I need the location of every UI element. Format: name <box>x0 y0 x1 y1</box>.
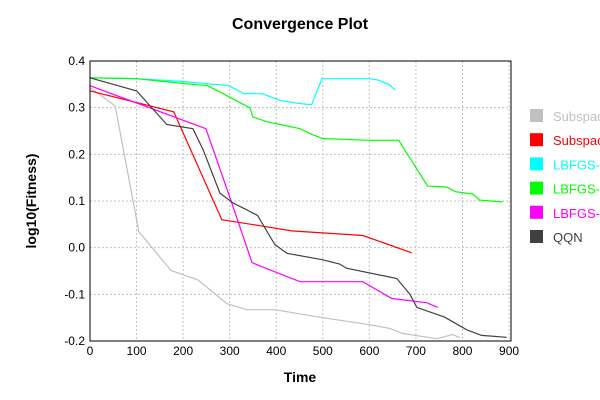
series-line-5 <box>89 77 507 338</box>
grid <box>90 61 511 341</box>
legend-swatch <box>530 133 543 147</box>
y-tick-label: 0.3 <box>68 101 85 115</box>
chart-title: Convergence Plot <box>232 16 369 33</box>
plot-frame <box>89 60 512 342</box>
legend-swatch <box>530 157 543 171</box>
legend: Subspac Subspac LBFGS-0 LBFGS-1 LBFGS-2 QQN <box>530 109 600 245</box>
series-line-0 <box>89 87 460 340</box>
series-line-3 <box>89 77 503 203</box>
x-tick-label: 600 <box>359 344 379 358</box>
series-line-2 <box>89 77 396 106</box>
y-tick-label: 0.1 <box>68 194 85 208</box>
legend-label: Subspac <box>553 109 600 124</box>
ticks: 0 100 200 300 400 500 600 700 800 900 -0.2 -0.1 0.0 0… <box>64 54 519 358</box>
legend-label: Subspac <box>553 133 600 148</box>
y-axis-label: log10(Fitness) <box>23 154 39 249</box>
x-tick-label: 300 <box>220 344 240 358</box>
y-tick-label: 0.2 <box>68 147 85 161</box>
x-tick-label: 0 <box>87 344 94 358</box>
legend-label: LBFGS-2 <box>553 206 600 221</box>
y-tick-label: -0.2 <box>64 334 85 348</box>
legend-label: QQN <box>553 230 583 245</box>
legend-swatch <box>530 109 543 122</box>
y-tick-label: 0.4 <box>68 54 85 68</box>
x-tick-label: 900 <box>499 344 519 358</box>
series-lines <box>89 77 507 340</box>
x-tick-label: 200 <box>173 344 193 358</box>
x-axis-label: Time <box>284 369 317 385</box>
series-line-4 <box>89 85 439 308</box>
series-line-1 <box>89 90 412 254</box>
x-tick-label: 400 <box>266 344 286 358</box>
y-tick-label: -0.1 <box>64 287 85 301</box>
x-tick-label: 800 <box>452 344 472 358</box>
legend-swatch <box>530 205 543 219</box>
legend-label: LBFGS-0 <box>553 157 600 172</box>
x-tick-label: 100 <box>127 344 147 358</box>
legend-swatch <box>530 230 543 243</box>
legend-label: LBFGS-1 <box>553 182 600 197</box>
x-tick-label: 700 <box>406 344 426 358</box>
x-tick-label: 500 <box>313 344 333 358</box>
legend-swatch <box>530 181 543 195</box>
y-tick-label: 0.0 <box>68 241 85 255</box>
